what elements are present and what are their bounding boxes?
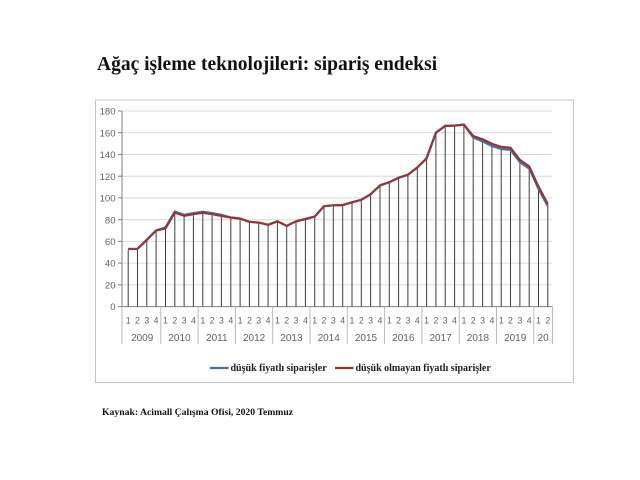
svg-text:4: 4 — [415, 315, 420, 325]
svg-text:3: 3 — [144, 315, 149, 325]
svg-text:2: 2 — [433, 315, 438, 325]
svg-text:4: 4 — [378, 315, 383, 325]
svg-text:1: 1 — [126, 315, 131, 325]
svg-text:1: 1 — [200, 315, 205, 325]
svg-text:2019: 2019 — [504, 333, 527, 344]
svg-text:2: 2 — [396, 315, 401, 325]
svg-text:2: 2 — [359, 315, 364, 325]
svg-text:1: 1 — [536, 315, 541, 325]
svg-text:düşük olmayan fiyatlı siparişl: düşük olmayan fiyatlı siparişler — [356, 363, 492, 374]
svg-text:40: 40 — [105, 259, 116, 270]
svg-text:2016: 2016 — [392, 333, 415, 344]
svg-text:4: 4 — [527, 315, 532, 325]
svg-text:3: 3 — [294, 315, 299, 325]
svg-text:4: 4 — [228, 315, 233, 325]
svg-text:2013: 2013 — [280, 333, 303, 344]
svg-text:3: 3 — [443, 315, 448, 325]
svg-text:4: 4 — [452, 315, 457, 325]
svg-text:1: 1 — [387, 315, 392, 325]
svg-text:3: 3 — [405, 315, 410, 325]
svg-text:3: 3 — [256, 315, 261, 325]
svg-text:2: 2 — [135, 315, 140, 325]
svg-text:20: 20 — [105, 281, 116, 292]
svg-text:1: 1 — [312, 315, 317, 325]
svg-text:2010: 2010 — [168, 333, 191, 344]
svg-text:180: 180 — [100, 107, 116, 118]
svg-text:2017: 2017 — [429, 333, 452, 344]
svg-text:3: 3 — [219, 315, 224, 325]
svg-text:4: 4 — [303, 315, 308, 325]
svg-text:60: 60 — [105, 237, 116, 248]
svg-text:2018: 2018 — [467, 333, 490, 344]
svg-text:1: 1 — [461, 315, 466, 325]
svg-text:2: 2 — [545, 315, 550, 325]
svg-text:2: 2 — [471, 315, 476, 325]
svg-text:4: 4 — [489, 315, 494, 325]
svg-text:4: 4 — [154, 315, 159, 325]
svg-text:2: 2 — [284, 315, 289, 325]
svg-text:1: 1 — [424, 315, 429, 325]
svg-text:2011: 2011 — [206, 333, 228, 344]
svg-text:2: 2 — [247, 315, 252, 325]
svg-text:1: 1 — [275, 315, 280, 325]
svg-text:2014: 2014 — [318, 333, 341, 344]
svg-text:3: 3 — [331, 315, 336, 325]
svg-text:3: 3 — [480, 315, 485, 325]
svg-text:2: 2 — [508, 315, 513, 325]
svg-text:2: 2 — [172, 315, 177, 325]
svg-text:1: 1 — [238, 315, 243, 325]
svg-text:2009: 2009 — [131, 333, 154, 344]
svg-text:140: 140 — [100, 150, 116, 161]
svg-text:1: 1 — [163, 315, 168, 325]
svg-text:2012: 2012 — [243, 333, 266, 344]
svg-text:80: 80 — [105, 215, 116, 226]
svg-text:1: 1 — [499, 315, 504, 325]
svg-text:2: 2 — [210, 315, 215, 325]
svg-text:3: 3 — [368, 315, 373, 325]
svg-text:160: 160 — [100, 128, 116, 139]
svg-text:4: 4 — [340, 315, 345, 325]
svg-text:3: 3 — [517, 315, 522, 325]
svg-text:3: 3 — [182, 315, 187, 325]
svg-text:0: 0 — [110, 302, 115, 313]
svg-text:4: 4 — [266, 315, 271, 325]
svg-text:4: 4 — [191, 315, 196, 325]
svg-text:düşük fiyatlı siparişler: düşük fiyatlı siparişler — [231, 363, 328, 374]
svg-text:120: 120 — [100, 172, 116, 183]
svg-text:2: 2 — [322, 315, 327, 325]
svg-text:1: 1 — [350, 315, 355, 325]
svg-text:2015: 2015 — [355, 333, 378, 344]
svg-text:100: 100 — [100, 194, 116, 205]
svg-text:20: 20 — [538, 333, 550, 344]
